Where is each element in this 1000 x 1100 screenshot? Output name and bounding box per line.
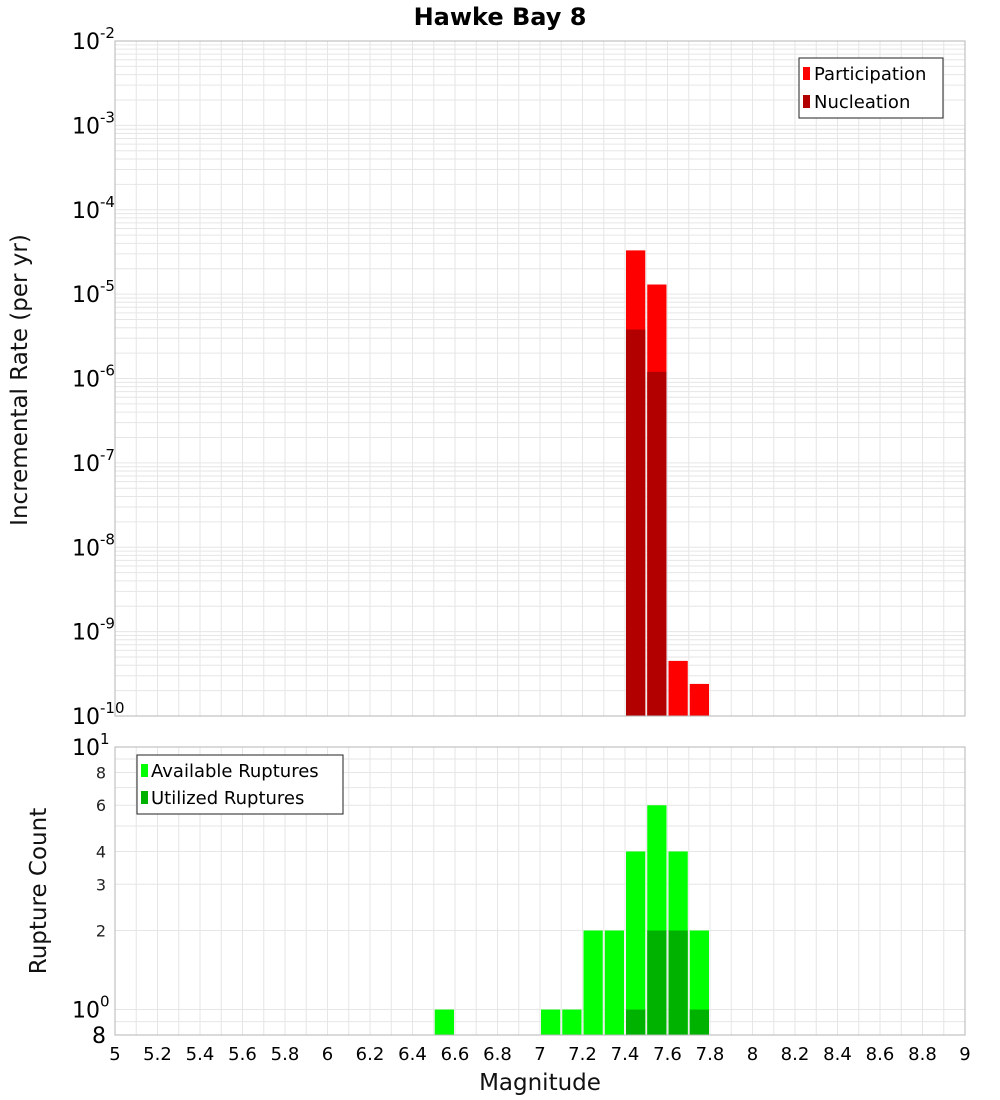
count-y-tick-label: 8 — [96, 763, 106, 782]
rate-bar-nucleation — [647, 371, 667, 716]
rate-panel: 10-2 10-3 10-4 10-5 10-6 10-7 10-8 10-9 10-10 In… — [7, 24, 966, 730]
count-bar-utilized-ruptures — [626, 1009, 646, 1035]
x-tick-label: 6.2 — [356, 1044, 385, 1065]
x-tick-label: 8 — [747, 1044, 758, 1065]
rate-y-tick-label: 10-10 — [72, 699, 125, 730]
count-bar-available-ruptures — [583, 930, 603, 1035]
rate-y-tick-label: 10-6 — [72, 362, 115, 393]
x-tick-label: 7.2 — [568, 1044, 597, 1065]
count-bars — [434, 805, 709, 1035]
count-y-axis-label: Rupture Count — [26, 808, 52, 974]
rate-legend-box — [798, 57, 944, 119]
x-axis-ticks: 5 5.2 5.4 5.6 5.8 6 6.2 6.4 6.6 6.8 7 7.2 7.4 7.6 7.8 8… — [109, 1044, 970, 1065]
x-tick-label: 8.6 — [866, 1044, 895, 1065]
count-bar-available-ruptures — [562, 1009, 582, 1035]
count-y-tick-label: 8 — [92, 1024, 106, 1049]
x-tick-label: 5 — [109, 1044, 120, 1065]
x-tick-label: 8.8 — [908, 1044, 937, 1065]
count-y-tick-label: 101 — [72, 730, 110, 761]
count-y-tick-label: 3 — [96, 875, 106, 894]
rate-y-tick-label: 10-9 — [72, 615, 115, 646]
x-tick-label: 6.8 — [483, 1044, 512, 1065]
x-tick-label: 6 — [322, 1044, 333, 1065]
legend-label-nucleation: Nucleation — [814, 92, 910, 113]
rate-gridlines — [114, 40, 966, 717]
rate-bar-nucleation — [626, 329, 646, 716]
rate-bars — [626, 250, 709, 717]
count-bar-utilized-ruptures — [668, 930, 688, 1035]
rate-y-axis-label: Incremental Rate (per yr) — [7, 234, 33, 526]
count-bar-available-ruptures — [604, 930, 624, 1035]
x-tick-label: 9 — [959, 1044, 970, 1065]
rate-legend: Participation Nucleation — [798, 57, 944, 119]
count-y-tick-label: 4 — [96, 842, 106, 861]
rate-y-tick-label: 10-4 — [72, 193, 115, 224]
count-bar-utilized-ruptures — [689, 1009, 709, 1035]
legend-swatch-available — [141, 764, 148, 777]
count-bar-available-ruptures — [541, 1009, 561, 1035]
x-tick-label: 8.2 — [781, 1044, 810, 1065]
count-legend: Available Ruptures Utilized Ruptures — [136, 754, 344, 815]
count-y-tick-label: 6 — [96, 796, 106, 815]
x-tick-label: 8.4 — [823, 1044, 852, 1065]
x-tick-label: 6.6 — [441, 1044, 470, 1065]
count-bar-utilized-ruptures — [647, 930, 667, 1035]
x-tick-label: 6.4 — [398, 1044, 427, 1065]
chart-title: Hawke Bay 8 — [414, 3, 587, 31]
count-legend-box — [136, 754, 344, 815]
x-tick-label: 5.8 — [271, 1044, 300, 1065]
x-tick-label: 5.4 — [186, 1044, 215, 1065]
rate-bar-participation — [668, 660, 688, 716]
rate-plot-frame — [114, 40, 966, 717]
x-tick-label: 7.8 — [696, 1044, 725, 1065]
x-tick-label: 7.6 — [653, 1044, 682, 1065]
rate-y-ticks: 10-2 10-3 10-4 10-5 10-6 10-7 10-8 10-9 10-10 — [72, 24, 125, 730]
rate-bar-participation — [689, 683, 709, 716]
legend-label-participation: Participation — [814, 64, 926, 85]
legend-swatch-nucleation — [803, 95, 810, 108]
x-tick-label: 5.2 — [143, 1044, 172, 1065]
rate-y-tick-label: 10-2 — [72, 24, 115, 55]
legend-label-utilized: Utilized Ruptures — [151, 788, 304, 809]
count-plot-frame — [114, 746, 966, 1036]
x-tick-label: 7 — [534, 1044, 545, 1065]
count-bar-available-ruptures — [626, 851, 646, 1035]
x-tick-label: 7.4 — [611, 1044, 640, 1065]
rate-y-tick-label: 10-3 — [72, 108, 115, 139]
rate-y-tick-label: 10-8 — [72, 530, 115, 561]
legend-swatch-participation — [803, 67, 810, 80]
x-tick-label: 5.6 — [228, 1044, 257, 1065]
rate-y-tick-label: 10-7 — [72, 446, 115, 477]
count-y-tick-label: 2 — [96, 922, 106, 941]
legend-swatch-utilized — [141, 791, 148, 804]
count-y-tick-label: 100 — [72, 993, 110, 1024]
count-bar-available-ruptures — [689, 930, 709, 1035]
x-axis-label: Magnitude — [479, 1070, 601, 1096]
count-bar-available-ruptures — [434, 1009, 454, 1035]
rate-y-tick-label: 10-5 — [72, 277, 115, 308]
legend-label-available: Available Ruptures — [151, 761, 319, 782]
